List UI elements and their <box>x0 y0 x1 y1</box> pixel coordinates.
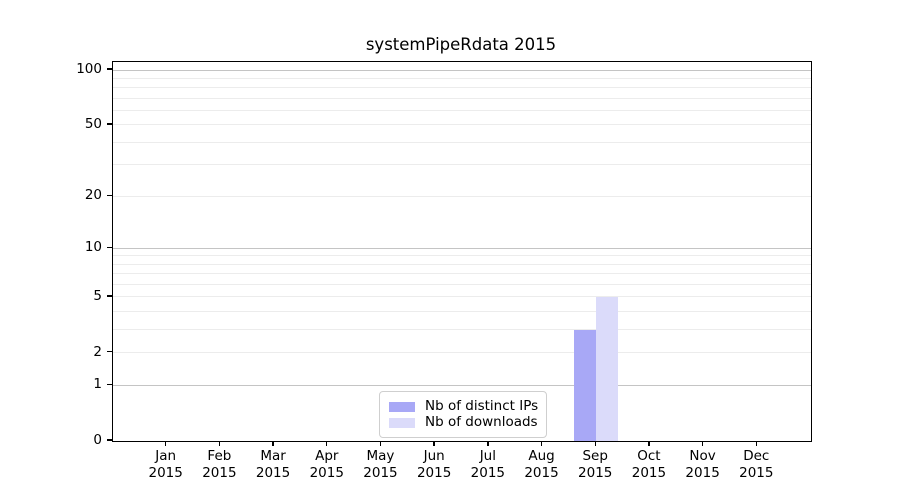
x-tick-year: 2015 <box>739 464 774 481</box>
x-tick-year: 2015 <box>685 464 720 481</box>
x-tick-year: 2015 <box>363 464 398 481</box>
y-axis-tick-label: 20 <box>84 187 102 204</box>
x-tick-month: Aug <box>528 448 555 464</box>
x-axis-tick <box>701 441 704 446</box>
gridline-minor <box>113 296 811 298</box>
legend-label: Nb of distinct IPs <box>425 398 539 414</box>
x-tick-month: Nov <box>689 448 716 464</box>
x-axis-tick-label: Aug 2015 <box>515 448 569 481</box>
x-tick-year: 2015 <box>470 464 506 481</box>
gridline-major <box>113 69 811 71</box>
x-tick-year: 2015 <box>148 464 183 481</box>
x-axis-tick <box>540 441 543 446</box>
y-axis-tick <box>107 383 112 385</box>
x-axis-tick-label: May 2015 <box>353 448 407 481</box>
x-axis-tick <box>594 441 596 446</box>
x-axis-tick-label: Apr 2015 <box>300 448 354 481</box>
legend-entry: Nb of downloads <box>389 414 538 430</box>
plot-area <box>112 61 812 442</box>
x-axis-tick <box>164 441 167 446</box>
bar-nb-of-downloads-sep <box>596 296 619 441</box>
x-tick-month: Feb <box>207 448 232 464</box>
gridline-minor <box>113 311 811 313</box>
x-axis-tick <box>487 441 489 446</box>
gridline-minor <box>113 141 811 143</box>
legend-swatch-nb-of-downloads <box>389 417 415 428</box>
gridline-minor <box>113 255 811 257</box>
x-axis-tick-label: Sep 2015 <box>568 448 622 481</box>
gridline-minor <box>113 97 811 99</box>
x-tick-month: Jun <box>423 448 445 464</box>
x-tick-month: Sep <box>582 448 608 464</box>
x-axis-tick-label: Jul 2015 <box>461 448 515 481</box>
legend-label: Nb of downloads <box>425 414 538 430</box>
bar-nb-of-distinct-ips-sep <box>574 329 597 441</box>
gridline-minor <box>113 164 811 166</box>
legend-swatch-nb-of-distinct-ips <box>389 401 415 412</box>
y-axis-tick <box>107 194 112 196</box>
gridline-minor <box>113 273 811 275</box>
gridline-minor <box>113 87 811 89</box>
y-axis-tick-label: 100 <box>76 61 102 77</box>
y-axis-tick <box>107 350 112 353</box>
y-axis-tick <box>107 123 112 125</box>
y-axis-tick-label: 5 <box>93 287 102 304</box>
x-tick-month: Jul <box>479 448 496 464</box>
x-axis-tick-label: Feb 2015 <box>192 448 246 481</box>
x-tick-year: 2015 <box>524 464 559 481</box>
gridline-minor <box>113 110 811 112</box>
x-axis-tick-label: Jun 2015 <box>407 448 461 481</box>
y-axis-tick <box>107 68 112 70</box>
x-axis-tick <box>218 441 221 446</box>
gridline-major <box>113 384 811 386</box>
x-axis-tick <box>755 441 757 446</box>
y-axis-tick-label: 50 <box>84 115 102 132</box>
x-axis-tick-label: Dec 2015 <box>729 448 783 481</box>
x-axis-tick-label: Jan 2015 <box>139 448 193 481</box>
y-axis-tick <box>107 439 112 441</box>
x-tick-month: Mar <box>260 448 286 464</box>
x-axis-tick-label: Nov 2015 <box>676 448 730 481</box>
x-axis-tick <box>648 441 650 446</box>
x-tick-month: Jan <box>155 448 177 464</box>
y-axis-tick-label: 1 <box>93 376 102 393</box>
gridline-minor <box>113 329 811 331</box>
gridline-minor <box>113 284 811 286</box>
x-tick-year: 2015 <box>631 464 667 481</box>
gridline-minor <box>113 124 811 126</box>
x-tick-month: Oct <box>637 448 661 464</box>
x-tick-month: Apr <box>315 448 339 464</box>
x-tick-year: 2015 <box>578 464 613 481</box>
y-axis-tick <box>107 295 112 297</box>
gridline-minor <box>113 263 811 265</box>
y-axis-tick-label: 10 <box>84 239 102 256</box>
x-tick-year: 2015 <box>202 464 237 481</box>
x-axis-tick <box>379 441 382 446</box>
y-axis-tick-label: 0 <box>93 432 102 448</box>
x-tick-year: 2015 <box>416 464 452 481</box>
y-axis-tick <box>107 246 112 248</box>
x-axis-tick <box>272 441 274 446</box>
gridline-minor <box>113 77 811 79</box>
x-tick-month: Dec <box>743 448 770 464</box>
x-axis-tick-label: Mar 2015 <box>246 448 300 481</box>
x-tick-year: 2015 <box>255 464 291 481</box>
legend-entry: Nb of distinct IPs <box>389 398 539 414</box>
legend: Nb of distinct IPs Nb of downloads <box>379 391 547 438</box>
x-axis-tick-label: Oct 2015 <box>622 448 676 481</box>
x-axis-tick <box>433 441 435 446</box>
gridline-minor <box>113 195 811 197</box>
x-tick-year: 2015 <box>309 464 344 481</box>
gridline-major <box>113 247 811 249</box>
x-axis-tick <box>326 441 328 446</box>
y-axis-tick-label: 2 <box>93 343 102 360</box>
x-tick-month: May <box>366 448 395 464</box>
chart-title: systemPipeRdata 2015 <box>365 35 557 54</box>
gridline-minor <box>113 352 811 354</box>
